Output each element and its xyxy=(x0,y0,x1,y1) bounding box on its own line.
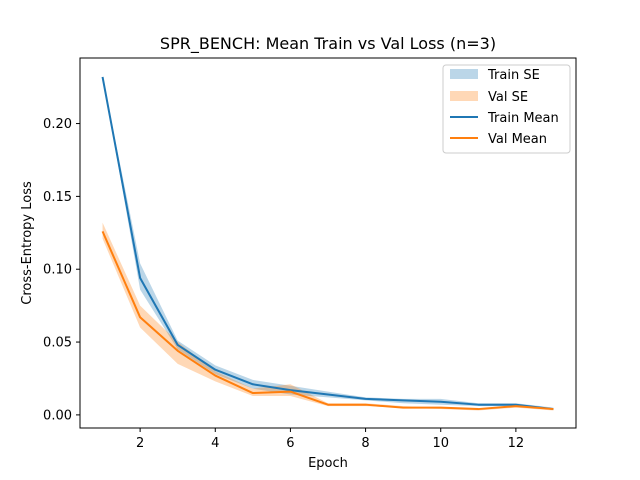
x-tick-label: 8 xyxy=(361,436,369,451)
y-tick-label: 0.05 xyxy=(43,336,72,351)
y-tick-label: 0.20 xyxy=(43,117,72,132)
legend-label-train-mean: Train Mean xyxy=(487,111,559,126)
x-tick-label: 10 xyxy=(432,436,449,451)
legend-label-train-se: Train SE xyxy=(487,68,540,83)
legend-box xyxy=(442,64,571,154)
plot-frame xyxy=(79,57,577,429)
x-tick-label: 2 xyxy=(136,436,144,451)
line-train-mean xyxy=(101,76,554,411)
legend-swatch-train-se xyxy=(450,69,478,79)
legend-swatch-val-se xyxy=(450,91,478,101)
y-tick-label: 0.00 xyxy=(43,408,72,423)
chart-title: SPR_BENCH: Mean Train vs Val Loss (n=3) xyxy=(160,34,496,54)
line-val-mean xyxy=(101,230,554,411)
x-tick-label: 4 xyxy=(211,436,219,451)
y-tick-label: 0.10 xyxy=(43,263,72,278)
y-tick-label: 0.15 xyxy=(43,190,72,205)
legend-label-val-se: Val SE xyxy=(488,90,528,105)
band-val-se xyxy=(102,222,554,411)
legend: Train SE Val SE Train Mean Val Mean xyxy=(442,64,571,154)
legend-label-val-mean: Val Mean xyxy=(488,132,547,147)
mean-lines xyxy=(101,76,554,411)
x-tick-label: 6 xyxy=(286,436,294,451)
x-tick-label: 12 xyxy=(508,436,525,451)
x-axis-label: Epoch xyxy=(308,456,348,471)
y-axis-label: Cross-Entropy Loss xyxy=(20,181,35,305)
x-axis-ticks: 2 4 6 8 10 12 xyxy=(136,428,524,451)
y-axis-ticks: 0.00 0.05 0.10 0.15 0.20 xyxy=(43,117,80,423)
